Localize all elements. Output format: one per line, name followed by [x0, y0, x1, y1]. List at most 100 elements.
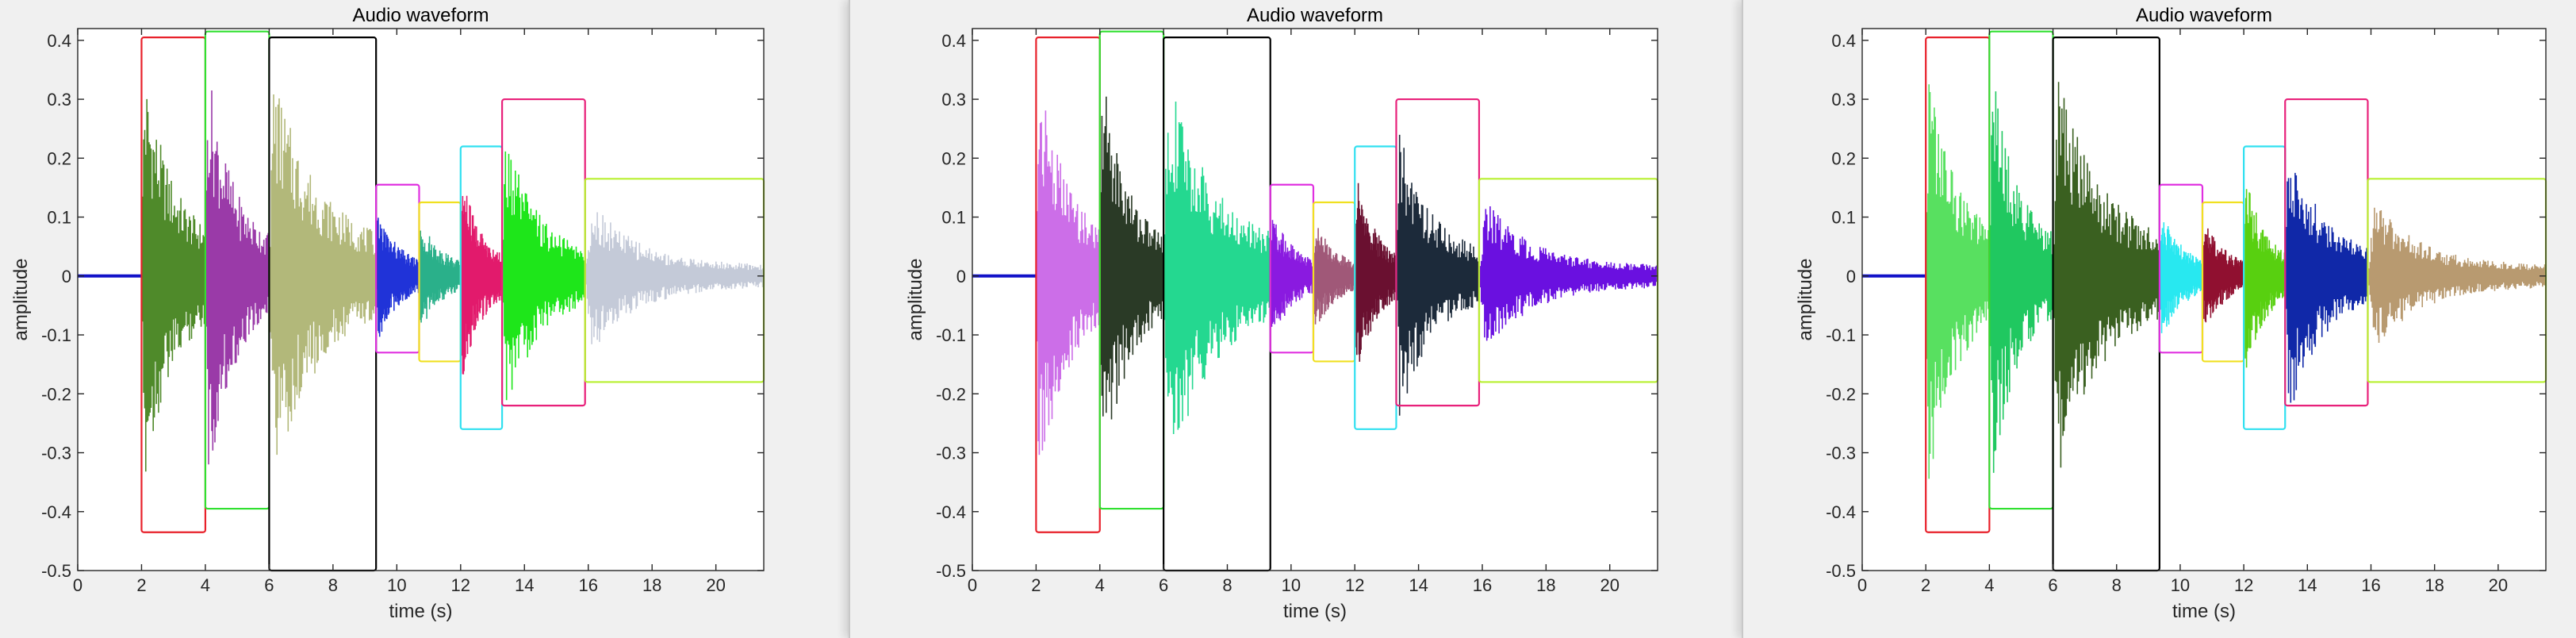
- x-tick-label: 8: [1222, 575, 1232, 595]
- y-tick-label: 0.3: [1831, 90, 1856, 110]
- x-tick-label: 20: [706, 575, 725, 595]
- axes-frame: [972, 28, 1658, 571]
- y-tick-label: 0.2: [47, 148, 71, 168]
- y-tick-label: 0.4: [47, 31, 71, 51]
- x-tick-label: 12: [2234, 575, 2253, 595]
- waveform-segment-7: [1397, 134, 1480, 416]
- waveform-segment-1: [1036, 110, 1101, 455]
- y-axis-label: amplitude: [905, 258, 926, 340]
- y-tick-label: -0.4: [936, 502, 966, 522]
- x-tick-label: 18: [2425, 575, 2444, 595]
- waveform-segment-2: [1100, 96, 1164, 420]
- x-tick-label: 18: [642, 575, 661, 595]
- y-tick-label: -0.1: [1826, 325, 1856, 345]
- waveform-segment-7: [502, 151, 586, 401]
- y-tick-label: -0.1: [41, 325, 71, 345]
- x-tick-label: 10: [2171, 575, 2190, 595]
- y-tick-label: 0.3: [47, 90, 71, 110]
- waveform-segment-1: [1926, 84, 1991, 479]
- waveform-segment-5: [2202, 228, 2244, 323]
- waveform-segment-6: [460, 195, 503, 375]
- x-axis-label: time (s): [2172, 601, 2236, 622]
- y-tick-label: 0.4: [941, 31, 966, 51]
- x-tick-label: 14: [515, 575, 534, 595]
- y-tick-label: 0.4: [1831, 31, 1856, 51]
- x-tick-label: 8: [2112, 575, 2122, 595]
- figure-window-2[interactable]: 0 2 4 6 8 10 12 14 16 18 20 -0.5 -0.4 -0.3 -0.2 -0.1 0 0.…: [849, 0, 1742, 638]
- x-tick-label: 2: [1921, 575, 1930, 595]
- x-tick-label: 0: [968, 575, 977, 595]
- x-tick-label: 4: [201, 575, 210, 595]
- y-tick-label: -0.5: [936, 561, 966, 581]
- y-tick-label: 0.2: [941, 148, 966, 168]
- x-tick-label: 6: [264, 575, 274, 595]
- x-tick-label: 6: [1159, 575, 1168, 595]
- waveform-segment-6: [2244, 189, 2286, 368]
- waveform-segment-2: [1989, 91, 2054, 473]
- y-tick-label: 0.1: [1831, 208, 1856, 228]
- waveform-segment-4: [2160, 222, 2203, 333]
- chart-title: Audio waveform: [352, 5, 489, 26]
- waveform-segment-4: [1270, 220, 1314, 327]
- waveform-segment-4: [376, 217, 420, 337]
- x-axis-label: time (s): [1283, 601, 1347, 622]
- waveform-segment-5: [1313, 228, 1355, 325]
- y-tick-label: -0.3: [1826, 444, 1856, 463]
- waveform-chart-2: 0 2 4 6 8 10 12 14 16 18 20 -0.5 -0.4 -0.3 -0.2 -0.1 0 0.…: [905, 5, 1659, 622]
- y-tick-label: -0.5: [1826, 561, 1856, 581]
- y-tick-label: -0.2: [41, 384, 71, 404]
- y-tick-label: -0.1: [936, 325, 966, 345]
- x-tick-label: 12: [451, 575, 470, 595]
- y-tick-label: 0.1: [47, 208, 71, 228]
- waveform-chart-1: 0 2 4 6 8 10 12 14 16 18 20 -0.5 -0.4 -0.3 -0.2 -0.1 0 0.…: [10, 5, 765, 622]
- x-tick-label: 0: [73, 575, 82, 595]
- x-tick-label: 16: [1473, 575, 1492, 595]
- x-tick-label: 4: [1984, 575, 1994, 595]
- axes-frame: [77, 28, 765, 571]
- waveform-segment-5: [419, 230, 462, 323]
- x-tick-label: 10: [387, 575, 406, 595]
- axes-frame: [1861, 28, 2547, 571]
- x-tick-label: 8: [328, 575, 338, 595]
- waveform-segment-2: [205, 90, 270, 465]
- x-tick-label: 16: [578, 575, 597, 595]
- y-tick-label: -0.2: [936, 384, 966, 404]
- y-tick-label: -0.3: [41, 444, 71, 463]
- x-tick-label: 2: [1031, 575, 1041, 595]
- x-tick-label: 20: [2489, 575, 2508, 595]
- waveform-segment-3: [2053, 82, 2160, 468]
- x-tick-label: 14: [1409, 575, 1428, 595]
- waveform-chart-3: 0 2 4 6 8 10 12 14 16 18 20 -0.5 -0.4 -0.3 -0.2 -0.1 0 0.…: [1795, 5, 2547, 622]
- y-tick-label: -0.5: [41, 561, 71, 581]
- figure-window-3[interactable]: 0 2 4 6 8 10 12 14 16 18 20 -0.5 -0.4 -0.3 -0.2 -0.1 0 0.…: [1742, 0, 2576, 638]
- x-tick-label: 4: [1095, 575, 1105, 595]
- y-tick-label: -0.3: [936, 444, 966, 463]
- x-tick-label: 20: [1600, 575, 1619, 595]
- waveform-segment-1: [142, 98, 206, 472]
- y-axis-label: amplitude: [1795, 258, 1816, 340]
- x-tick-label: 6: [2048, 575, 2057, 595]
- chart-title: Audio waveform: [1247, 5, 1383, 26]
- y-tick-label: 0.3: [941, 90, 966, 110]
- y-tick-label: -0.4: [41, 502, 71, 522]
- x-tick-label: 10: [1282, 575, 1301, 595]
- waveform-segment-8: [585, 212, 765, 344]
- x-tick-label: 12: [1345, 575, 1364, 595]
- figure-window-1[interactable]: 0 2 4 6 8 10 12 14 16 18 20 -0.5 -0.4 -0.3 -0.2 -0.1 0 0.…: [0, 0, 847, 638]
- x-tick-label: 2: [136, 575, 146, 595]
- waveform-segment-3: [270, 94, 377, 455]
- y-tick-label: 0.2: [1831, 148, 1856, 168]
- y-tick-label: 0: [956, 267, 966, 286]
- y-tick-label: 0: [1846, 267, 1856, 286]
- waveform-segment-8: [2368, 207, 2547, 343]
- x-tick-label: 18: [1536, 575, 1555, 595]
- y-tick-label: -0.2: [1826, 384, 1856, 404]
- y-tick-label: 0.1: [941, 208, 966, 228]
- x-tick-label: 14: [2298, 575, 2317, 595]
- x-axis-label: time (s): [389, 601, 453, 622]
- waveform-segment-8: [1479, 206, 1658, 341]
- waveform-segment-6: [1355, 183, 1397, 362]
- waveform-segment-7: [2285, 172, 2369, 403]
- x-tick-label: 0: [1857, 575, 1867, 595]
